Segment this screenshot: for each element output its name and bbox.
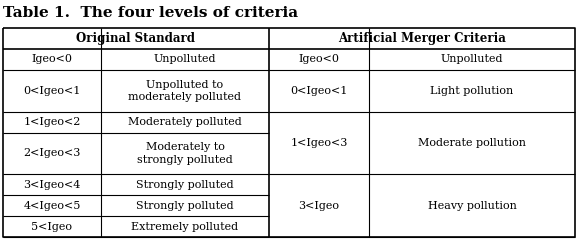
Text: 3<Igeo: 3<Igeo (298, 201, 339, 211)
Text: Igeo<0: Igeo<0 (31, 54, 72, 64)
Text: Extremely polluted: Extremely polluted (131, 222, 239, 232)
Text: Artificial Merger Criteria: Artificial Merger Criteria (338, 32, 506, 45)
Text: Moderately polluted: Moderately polluted (128, 117, 242, 127)
Text: Strongly polluted: Strongly polluted (136, 201, 234, 211)
Text: Strongly polluted: Strongly polluted (136, 180, 234, 190)
Text: Moderately to
strongly polluted: Moderately to strongly polluted (137, 142, 233, 165)
Text: Unpolluted: Unpolluted (441, 54, 503, 64)
Text: 1<Igeo<3: 1<Igeo<3 (290, 138, 348, 148)
Text: Igeo<0: Igeo<0 (298, 54, 339, 64)
Text: Unpolluted to
moderately polluted: Unpolluted to moderately polluted (128, 79, 242, 102)
Text: 1<Igeo<2: 1<Igeo<2 (23, 117, 81, 127)
Text: 0<Igeo<1: 0<Igeo<1 (23, 86, 81, 96)
Text: Table 1.  The four levels of criteria: Table 1. The four levels of criteria (3, 6, 298, 20)
Text: 2<Igeo<3: 2<Igeo<3 (23, 148, 81, 158)
Text: 4<Igeo<5: 4<Igeo<5 (23, 201, 81, 211)
Text: Unpolluted: Unpolluted (154, 54, 216, 64)
Text: 0<Igeo<1: 0<Igeo<1 (290, 86, 348, 96)
Text: Heavy pollution: Heavy pollution (428, 201, 516, 211)
Text: Original Standard: Original Standard (76, 32, 195, 45)
Text: 3<Igeo<4: 3<Igeo<4 (23, 180, 81, 190)
Text: Moderate pollution: Moderate pollution (418, 138, 526, 148)
Text: Light pollution: Light pollution (431, 86, 514, 96)
Text: 5<Igeo: 5<Igeo (31, 222, 72, 232)
